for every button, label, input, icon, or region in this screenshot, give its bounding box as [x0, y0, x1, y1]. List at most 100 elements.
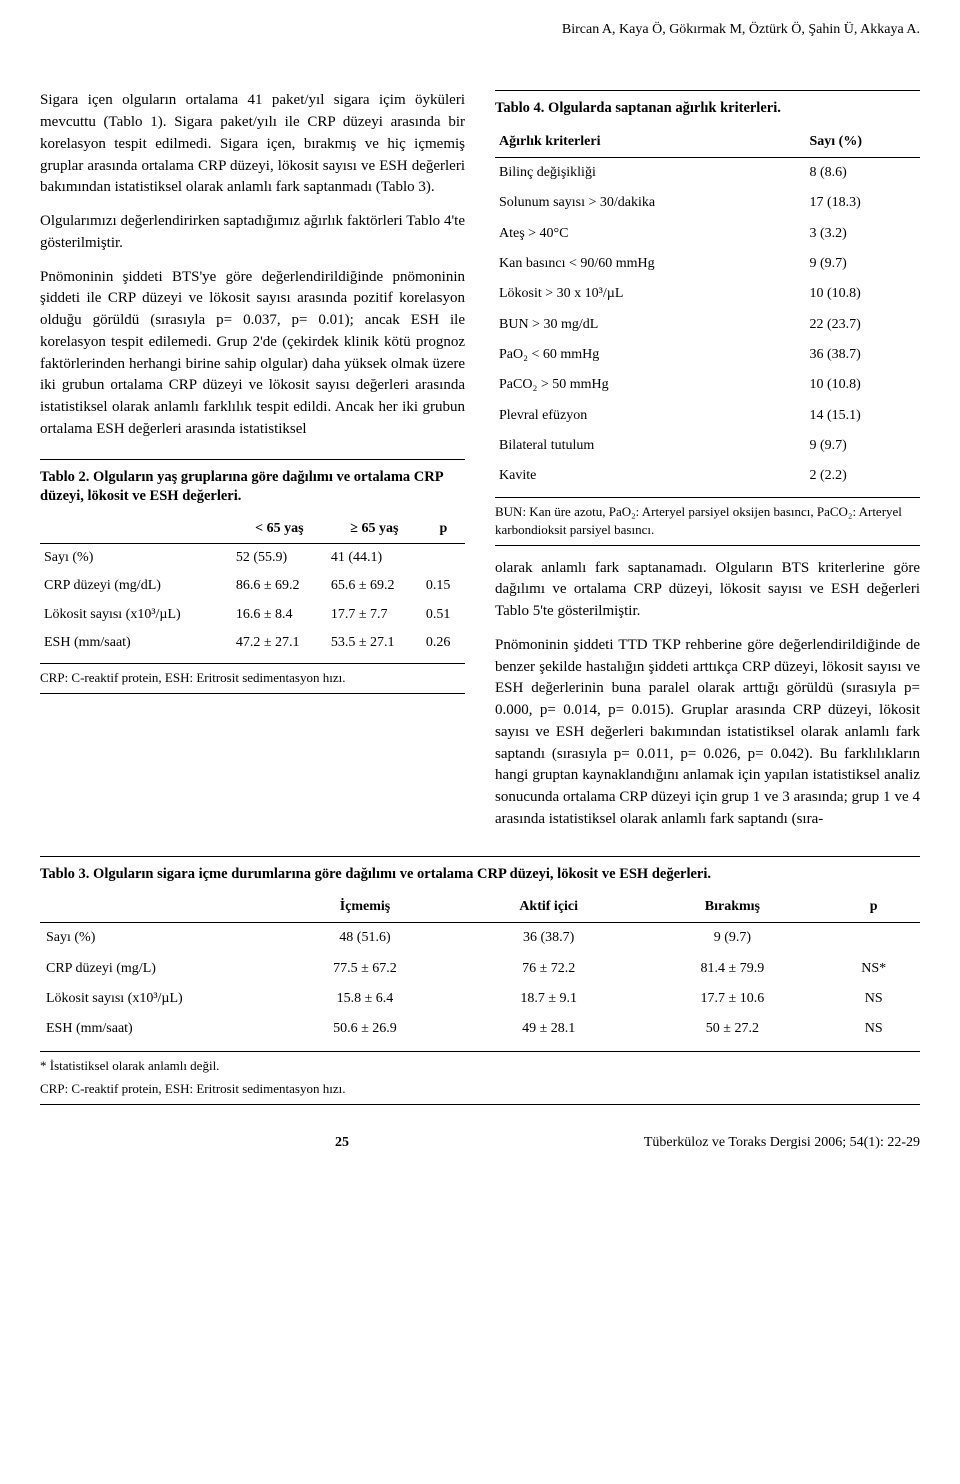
table-row: BUN > 30 mg/dL22 (23.7)	[495, 310, 920, 340]
table-header: İçmemiş	[270, 892, 460, 923]
table-row: Ateş > 40°C3 (3.2)	[495, 219, 920, 249]
table-header: < 65 yaş	[232, 515, 327, 544]
table-header: p	[827, 892, 920, 923]
table-cell: Sayı (%)	[40, 543, 232, 572]
table-row: PaCO₂ > 50 mmHg10 (10.8)	[495, 370, 920, 400]
table-row: Lökosit sayısı (x10³/µL) 16.6 ± 8.4 17.7…	[40, 601, 465, 629]
table-row: PaO₂ < 60 mmHg36 (38.7)	[495, 340, 920, 370]
table-cell: 18.7 ± 9.1	[460, 984, 637, 1014]
table-cell: 8 (8.6)	[805, 158, 920, 189]
table-header: Aktif içici	[460, 892, 637, 923]
table-note: BUN: Kan üre azotu, PaO₂: Arteryel parsi…	[495, 497, 920, 538]
table-cell: 47.2 ± 27.1	[232, 629, 327, 657]
body-paragraph: Pnömoninin şiddeti BTS'ye göre değerlend…	[40, 267, 465, 441]
table-cell: Bilateral tutulum	[495, 431, 805, 461]
table-cell: 10 (10.8)	[805, 279, 920, 309]
journal-ref: Tüberküloz ve Toraks Dergisi 2006; 54(1)…	[644, 1133, 920, 1153]
table-row: Bilateral tutulum9 (9.7)	[495, 431, 920, 461]
table-cell: Solunum sayısı > 30/dakika	[495, 188, 805, 218]
table-cell: 41 (44.1)	[327, 543, 422, 572]
table-row: Solunum sayısı > 30/dakika17 (18.3)	[495, 188, 920, 218]
right-column: Tablo 4. Olgularda saptanan ağırlık krit…	[495, 90, 920, 830]
table-row: CRP düzeyi (mg/dL) 86.6 ± 69.2 65.6 ± 69…	[40, 572, 465, 600]
table-header: p	[422, 515, 465, 544]
body-paragraph: Pnömoninin şiddeti TTD TKP rehberine gör…	[495, 635, 920, 831]
table-header: Sayı (%)	[805, 127, 920, 158]
table-cell: NS*	[827, 954, 920, 984]
table-cell: Bilinç değişikliği	[495, 158, 805, 189]
table-cell: ESH (mm/saat)	[40, 1014, 270, 1044]
table-row: Bilinç değişikliği8 (8.6)	[495, 158, 920, 189]
table-cell: 17.7 ± 7.7	[327, 601, 422, 629]
table-cell	[422, 543, 465, 572]
table-header	[40, 515, 232, 544]
table-cell: NS	[827, 984, 920, 1014]
table-cell: 17.7 ± 10.6	[637, 984, 827, 1014]
table-cell: 22 (23.7)	[805, 310, 920, 340]
table-cell: 52 (55.9)	[232, 543, 327, 572]
table-cell: Lökosit > 30 x 10³/µL	[495, 279, 805, 309]
table-4: Tablo 4. Olgularda saptanan ağırlık krit…	[495, 90, 920, 545]
table-cell: 50.6 ± 26.9	[270, 1014, 460, 1044]
table-title: Tablo 4. Olgularda saptanan ağırlık krit…	[495, 99, 920, 119]
table-cell: 15.8 ± 6.4	[270, 984, 460, 1014]
table-cell: 2 (2.2)	[805, 461, 920, 491]
table-cell: 76 ± 72.2	[460, 954, 637, 984]
left-column: Sigara içen olguların ortalama 41 paket/…	[40, 90, 465, 830]
table-cell: 0.15	[422, 572, 465, 600]
table-cell: CRP düzeyi (mg/dL)	[40, 572, 232, 600]
running-header: Bircan A, Kaya Ö, Gökırmak M, Öztürk Ö, …	[40, 20, 920, 40]
table-2: Tablo 2. Olguların yaş gruplarına göre d…	[40, 459, 465, 694]
table-row: Lökosit sayısı (x10³/µL) 15.8 ± 6.4 18.7…	[40, 984, 920, 1014]
table-cell: Plevral efüzyon	[495, 401, 805, 431]
table-row: Sayı (%) 52 (55.9) 41 (44.1)	[40, 543, 465, 572]
body-paragraph: Sigara içen olguların ortalama 41 paket/…	[40, 90, 465, 199]
table-cell: PaCO₂ > 50 mmHg	[495, 370, 805, 400]
table-cell: 14 (15.1)	[805, 401, 920, 431]
table-cell: BUN > 30 mg/dL	[495, 310, 805, 340]
table-row: ESH (mm/saat) 47.2 ± 27.1 53.5 ± 27.1 0.…	[40, 629, 465, 657]
table-cell: 0.26	[422, 629, 465, 657]
table-header: Bırakmış	[637, 892, 827, 923]
table-cell	[827, 923, 920, 954]
table-cell: CRP düzeyi (mg/L)	[40, 954, 270, 984]
page-number: 25	[335, 1133, 349, 1153]
table-cell: Ateş > 40°C	[495, 219, 805, 249]
table-3: Tablo 3. Olguların sigara içme durumları…	[40, 856, 920, 1105]
table-cell: 81.4 ± 79.9	[637, 954, 827, 984]
table-header	[40, 892, 270, 923]
table-cell: 36 (38.7)	[805, 340, 920, 370]
table-title: Tablo 3. Olguların sigara içme durumları…	[40, 865, 920, 885]
table-cell: PaO₂ < 60 mmHg	[495, 340, 805, 370]
table-row: Lökosit > 30 x 10³/µL10 (10.8)	[495, 279, 920, 309]
table-cell: Kavite	[495, 461, 805, 491]
body-paragraph: olarak anlamlı fark saptanamadı. Olgular…	[495, 558, 920, 623]
table-cell: 3 (3.2)	[805, 219, 920, 249]
table-header: Ağırlık kriterleri	[495, 127, 805, 158]
table-cell: 10 (10.8)	[805, 370, 920, 400]
table-cell: 17 (18.3)	[805, 188, 920, 218]
table-cell: Lökosit sayısı (x10³/µL)	[40, 601, 232, 629]
table-row: Kavite2 (2.2)	[495, 461, 920, 491]
table-row: CRP düzeyi (mg/L) 77.5 ± 67.2 76 ± 72.2 …	[40, 954, 920, 984]
table-cell: 65.6 ± 69.2	[327, 572, 422, 600]
table-row: ESH (mm/saat) 50.6 ± 26.9 49 ± 28.1 50 ±…	[40, 1014, 920, 1044]
table-cell: ESH (mm/saat)	[40, 629, 232, 657]
table-cell: NS	[827, 1014, 920, 1044]
table-note: CRP: C-reaktif protein, ESH: Eritrosit s…	[40, 663, 465, 687]
table-title: Tablo 2. Olguların yaş gruplarına göre d…	[40, 468, 465, 507]
table-cell: 0.51	[422, 601, 465, 629]
table-cell: 36 (38.7)	[460, 923, 637, 954]
table-cell: 9 (9.7)	[637, 923, 827, 954]
table-cell: 9 (9.7)	[805, 431, 920, 461]
table-cell: 53.5 ± 27.1	[327, 629, 422, 657]
table-header: ≥ 65 yaş	[327, 515, 422, 544]
table-cell: 48 (51.6)	[270, 923, 460, 954]
table-cell: 86.6 ± 69.2	[232, 572, 327, 600]
page-footer: 25 Tüberküloz ve Toraks Dergisi 2006; 54…	[40, 1133, 920, 1153]
table-row: Plevral efüzyon14 (15.1)	[495, 401, 920, 431]
table-cell: 50 ± 27.2	[637, 1014, 827, 1044]
table-note: CRP: C-reaktif protein, ESH: Eritrosit s…	[40, 1080, 920, 1098]
table-cell: 16.6 ± 8.4	[232, 601, 327, 629]
table-cell: Kan basıncı < 90/60 mmHg	[495, 249, 805, 279]
